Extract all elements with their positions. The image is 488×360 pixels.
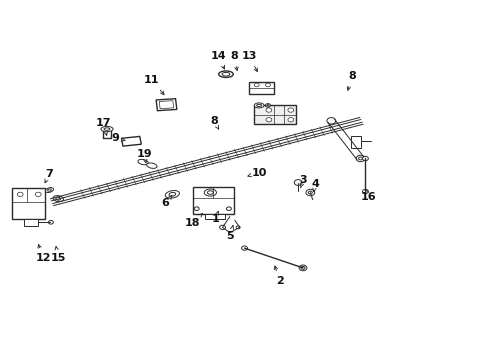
Text: 18: 18	[184, 213, 203, 228]
Text: 8: 8	[346, 71, 355, 90]
Text: 19: 19	[137, 149, 152, 163]
Ellipse shape	[17, 192, 23, 197]
Ellipse shape	[358, 157, 362, 160]
Text: 2: 2	[274, 266, 283, 286]
Ellipse shape	[194, 207, 199, 211]
Ellipse shape	[146, 163, 157, 168]
Ellipse shape	[222, 72, 229, 76]
Polygon shape	[205, 214, 224, 219]
Ellipse shape	[56, 197, 61, 200]
Text: 8: 8	[209, 116, 218, 129]
Polygon shape	[249, 82, 273, 94]
Text: 10: 10	[247, 168, 266, 178]
Polygon shape	[23, 219, 38, 226]
Text: 14: 14	[210, 51, 226, 69]
Text: 7: 7	[45, 168, 53, 183]
Ellipse shape	[219, 225, 225, 229]
Ellipse shape	[226, 207, 231, 211]
Ellipse shape	[254, 103, 264, 108]
Ellipse shape	[265, 83, 270, 87]
Ellipse shape	[165, 190, 179, 198]
Ellipse shape	[326, 118, 335, 124]
Ellipse shape	[362, 189, 367, 194]
Ellipse shape	[101, 126, 113, 132]
Ellipse shape	[299, 265, 306, 271]
Ellipse shape	[355, 155, 364, 162]
Text: 12: 12	[35, 244, 51, 263]
Ellipse shape	[241, 246, 247, 250]
Polygon shape	[121, 136, 141, 146]
Text: 15: 15	[50, 247, 66, 263]
Ellipse shape	[169, 193, 175, 196]
Ellipse shape	[48, 221, 53, 224]
Ellipse shape	[287, 118, 293, 122]
Text: 4: 4	[311, 179, 319, 192]
Text: 6: 6	[161, 195, 172, 208]
Ellipse shape	[218, 71, 233, 77]
Polygon shape	[350, 136, 360, 148]
Text: 8: 8	[229, 51, 238, 71]
Text: 11: 11	[144, 75, 163, 95]
Text: 3: 3	[299, 175, 306, 188]
Ellipse shape	[254, 83, 259, 87]
Ellipse shape	[47, 189, 51, 191]
Ellipse shape	[138, 159, 148, 165]
Text: 16: 16	[360, 189, 376, 202]
Ellipse shape	[35, 192, 41, 197]
Text: 5: 5	[225, 226, 233, 241]
Ellipse shape	[301, 266, 305, 269]
Ellipse shape	[104, 128, 110, 130]
Ellipse shape	[362, 156, 367, 161]
Text: 17: 17	[95, 118, 111, 135]
Ellipse shape	[287, 108, 293, 112]
Ellipse shape	[236, 226, 240, 229]
Text: 1: 1	[211, 211, 219, 224]
Ellipse shape	[45, 188, 53, 193]
Ellipse shape	[256, 104, 261, 107]
Ellipse shape	[308, 191, 312, 194]
Polygon shape	[12, 188, 44, 219]
Ellipse shape	[266, 105, 268, 106]
Polygon shape	[254, 105, 295, 125]
Ellipse shape	[265, 118, 271, 122]
Polygon shape	[159, 101, 173, 109]
Ellipse shape	[305, 189, 314, 196]
Ellipse shape	[204, 189, 216, 196]
Ellipse shape	[265, 104, 270, 107]
Text: 13: 13	[241, 51, 257, 72]
Ellipse shape	[53, 195, 63, 202]
Polygon shape	[193, 187, 233, 214]
Ellipse shape	[265, 108, 271, 112]
Polygon shape	[156, 99, 177, 111]
Text: 9: 9	[111, 133, 125, 143]
Ellipse shape	[294, 180, 302, 185]
Ellipse shape	[207, 191, 213, 194]
